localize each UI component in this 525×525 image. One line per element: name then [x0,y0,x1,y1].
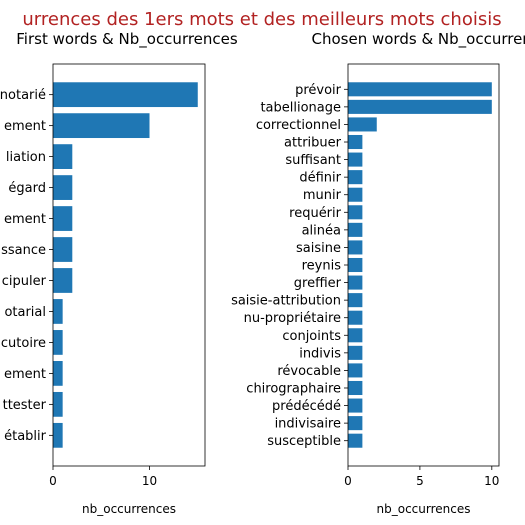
category-label-1-0: prévoir [295,83,342,98]
bar-1-8 [348,222,363,237]
bar-1-16 [348,363,363,378]
bar-1-3 [348,134,363,150]
bar-1-5 [348,170,363,185]
xlabel-1: nb_occurrences [377,502,471,516]
xtick-label-1-0: 0 [344,474,352,488]
category-label-1-6: munir [303,188,342,203]
bar-0-11 [53,422,63,448]
category-label-0-5: ssance [1,243,46,258]
bar-1-0 [348,82,492,97]
xtick-label-1-1: 5 [416,474,424,488]
category-label-1-17: chirographaire [246,381,341,396]
xtick-label-1-2: 10 [484,474,499,488]
bar-0-0 [53,82,198,108]
chart-first-words: First words & Nb_occurrences notarié ement… [0,30,238,516]
bar-1-18 [348,398,363,413]
category-label-1-2: correctionnel [256,118,341,133]
category-label-1-14: conjoints [282,329,341,344]
category-label-0-3: égard [8,181,46,196]
bar-1-12 [348,293,363,308]
bar-0-8 [53,330,63,355]
bar-1-11 [348,275,363,290]
category-label-0-7: otarial [4,305,46,320]
bar-0-5 [53,237,73,262]
category-label-1-1: tabellionage [260,100,341,115]
category-label-1-11: greffier [294,276,342,291]
category-label-1-19: indivisaire [275,417,341,432]
category-label-0-11: établir [4,429,47,444]
category-label-1-4: suffisant [285,153,341,168]
chart-chosen-words: Chosen words & Nb_occurrer prévoir tabelli… [231,30,525,516]
xlabel-0: nb_occurrences [82,502,176,516]
panel-title-1: Chosen words & Nb_occurrer [312,30,525,49]
bar-1-1 [348,99,492,114]
bar-0-2 [53,144,73,169]
category-label-0-10: ttester [3,398,47,413]
bar-1-6 [348,187,363,202]
bar-0-6 [53,268,73,293]
xtick-label-0-0: 0 [49,474,57,488]
bar-0-1 [53,113,150,139]
category-label-1-12: saisie-attribution [231,294,341,309]
axes-frame-0 [52,63,206,467]
bar-0-7 [53,299,63,324]
bar-1-14 [348,328,363,343]
axes-frame-1 [347,63,500,467]
category-label-1-16: révocable [277,364,341,379]
bar-1-10 [348,257,363,273]
bar-0-4 [53,206,73,231]
category-label-1-7: requérir [289,206,342,221]
category-label-0-4: ement [4,212,46,227]
bar-1-7 [348,205,363,220]
bar-0-9 [53,361,63,386]
bar-0-10 [53,391,63,417]
category-label-1-18: prédécédé [272,399,341,414]
bar-1-13 [348,310,363,325]
category-label-1-20: susceptible [267,434,341,449]
bar-1-15 [348,345,363,360]
category-label-0-0: notarié [0,88,46,103]
xtick-label-0-1: 10 [142,474,157,488]
bar-1-4 [348,152,363,167]
category-label-0-1: ement [4,119,46,134]
category-label-1-10: reynis [302,259,342,274]
category-label-1-8: alinéa [302,223,341,238]
figure-suptitle: urrences des 1ers mots et des meilleurs … [22,9,501,30]
bar-1-9 [348,240,363,255]
category-label-0-6: cipuler [2,274,47,289]
category-label-1-13: nu-propriétaire [244,311,341,326]
bar-1-20 [348,433,363,448]
category-label-0-2: liation [6,150,46,165]
category-label-0-8: cutoire [1,336,46,351]
category-label-1-15: indivis [299,346,341,361]
bar-1-17 [348,380,363,396]
category-label-0-9: ement [4,367,46,382]
bar-1-2 [348,117,377,132]
category-label-1-5: définir [299,171,341,186]
category-label-1-9: saisine [296,241,341,256]
category-label-1-3: attribuer [284,136,342,151]
bar-0-3 [53,175,73,200]
panel-title-0: First words & Nb_occurrences [16,30,238,49]
bar-1-19 [348,416,363,431]
